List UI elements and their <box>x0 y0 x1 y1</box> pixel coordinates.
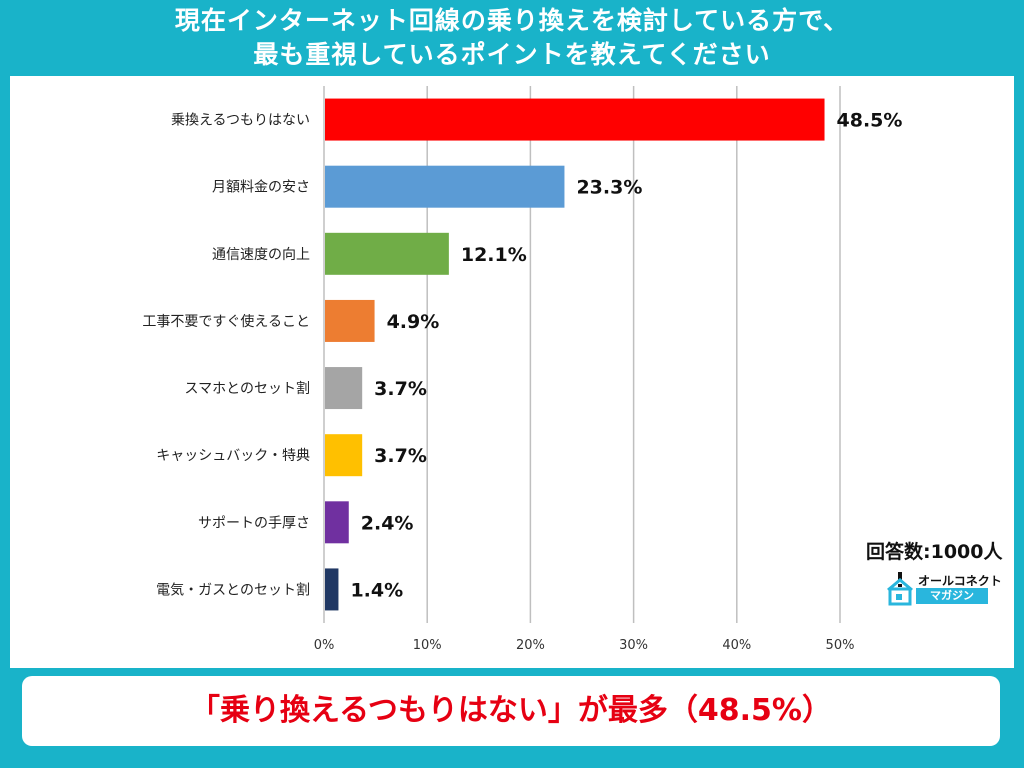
x-tick-label: 20% <box>516 638 545 653</box>
x-tick-label: 0% <box>314 638 335 653</box>
data-label: 4.9% <box>387 311 440 333</box>
data-label: 12.1% <box>461 244 527 266</box>
bar <box>325 568 339 611</box>
brand-name: オールコネクト <box>918 574 1002 588</box>
category-label: 電気・ガスとのセット割 <box>156 581 310 598</box>
bar <box>325 434 363 477</box>
bar <box>325 98 825 141</box>
title-line-1: 現在インターネット回線の乗り換えを検討している方で、 <box>174 6 850 35</box>
category-label: サポートの手厚さ <box>198 515 310 531</box>
category-label: 工事不要ですぐ使えること <box>142 313 310 330</box>
category-label: 通信速度の向上 <box>212 247 310 263</box>
data-label: 1.4% <box>350 579 403 601</box>
data-label: 3.7% <box>374 378 427 400</box>
data-label: 2.4% <box>361 512 414 534</box>
brand-logo: オールコネクト マガジン <box>886 572 1006 606</box>
x-tick-label: 10% <box>413 638 442 653</box>
category-label: 月額料金の安さ <box>212 180 310 196</box>
data-label: 48.5% <box>837 110 903 132</box>
chart-panel: 0% 10% 20% 30% 40% 50% 乗換えるつもりはない 48.5% 月額料金の安さ 2… <box>10 76 1014 668</box>
bar <box>325 299 375 342</box>
bar-chart: 0% 10% 20% 30% 40% 50% 乗換えるつもりはない 48.5% 月額料金の安さ 2… <box>142 86 903 653</box>
bar <box>325 165 565 208</box>
data-label: 3.7% <box>374 445 427 467</box>
brand-sub: マガジン <box>916 588 988 604</box>
category-label: スマホとのセット割 <box>185 380 310 397</box>
category-label: キャッシュバック・特典 <box>156 448 310 464</box>
data-label: 23.3% <box>576 177 642 199</box>
x-tick-label: 40% <box>722 638 751 653</box>
house-logo-icon <box>887 572 913 606</box>
bar <box>325 501 349 544</box>
x-tick-label: 30% <box>619 638 648 653</box>
respondent-count: 回答数:1000人 <box>866 541 1003 563</box>
bar <box>325 367 363 410</box>
bar <box>325 232 449 275</box>
chart-title: 現在インターネット回線の乗り換えを検討している方で、 最も重視しているポイントを… <box>0 4 1024 72</box>
category-label: 乗換えるつもりはない <box>171 113 310 129</box>
title-line-2: 最も重視しているポイントを教えてください <box>253 40 771 69</box>
x-tick-label: 50% <box>826 638 855 653</box>
summary-banner: 「乗り換えるつもりはない」が最多（48.5%） <box>22 676 1000 746</box>
